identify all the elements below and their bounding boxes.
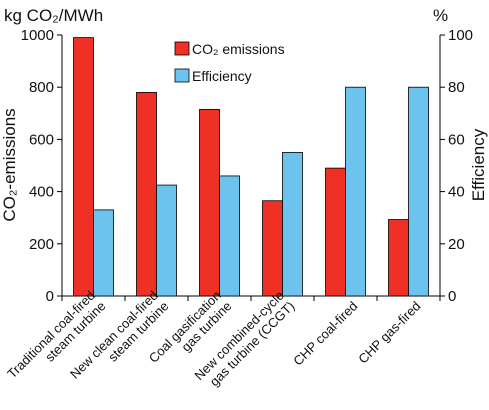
bar-co2-1: [136, 92, 157, 297]
right-tick-label: 100: [448, 27, 473, 44]
category-label-4: CHP coal-fired: [290, 298, 360, 368]
bar-efficiency-0: [93, 209, 114, 297]
left-axis-title: CO₂-emissions: [0, 108, 19, 221]
bar-co2-4: [325, 167, 346, 297]
bar-efficiency-3: [282, 152, 303, 297]
bar-efficiency-5: [408, 86, 429, 297]
category-label-line: CHP coal-fired: [290, 298, 360, 368]
left-tick-label: 1000: [21, 27, 54, 44]
right-tick-label: 60: [448, 131, 465, 148]
ticks: 0 200 400 600 800 1000 0 20 40 60 80 100: [21, 27, 473, 305]
bars: [73, 37, 429, 297]
bar-co2-0: [73, 37, 94, 297]
bar-efficiency-1: [156, 184, 177, 297]
bar-efficiency-4: [345, 86, 366, 297]
legend-swatch-0: [174, 41, 190, 56]
legend: CO₂ emissions Efficiency: [174, 41, 285, 84]
bar-co2-5: [388, 219, 409, 297]
right-tick-label: 40: [448, 184, 465, 201]
bar-co2-2: [199, 108, 220, 297]
right-unit-label: %: [433, 6, 448, 25]
right-axis-title: Efficiency: [469, 128, 488, 201]
left-tick-label: 400: [29, 184, 54, 201]
legend-label-1: Efficiency: [192, 68, 252, 84]
bar-efficiency-2: [219, 175, 240, 297]
bar-co2-3: [262, 200, 283, 297]
right-tick-label: 0: [448, 288, 456, 305]
category-label-5: CHP gas-fired: [355, 298, 423, 366]
category-label-line: CHP gas-fired: [355, 298, 423, 366]
left-tick-label: 800: [29, 79, 54, 96]
legend-swatch-1: [174, 68, 190, 83]
left-tick-label: 600: [29, 131, 54, 148]
left-unit-label: kg CO₂/MWh: [4, 6, 103, 25]
category-label-0: Traditional coal-firedsteam turbine: [4, 288, 108, 392]
right-tick-label: 80: [448, 79, 465, 96]
right-tick-label: 20: [448, 236, 465, 253]
left-tick-label: 0: [46, 288, 54, 305]
legend-label-0: CO₂ emissions: [192, 41, 285, 57]
left-tick-label: 200: [29, 236, 54, 253]
